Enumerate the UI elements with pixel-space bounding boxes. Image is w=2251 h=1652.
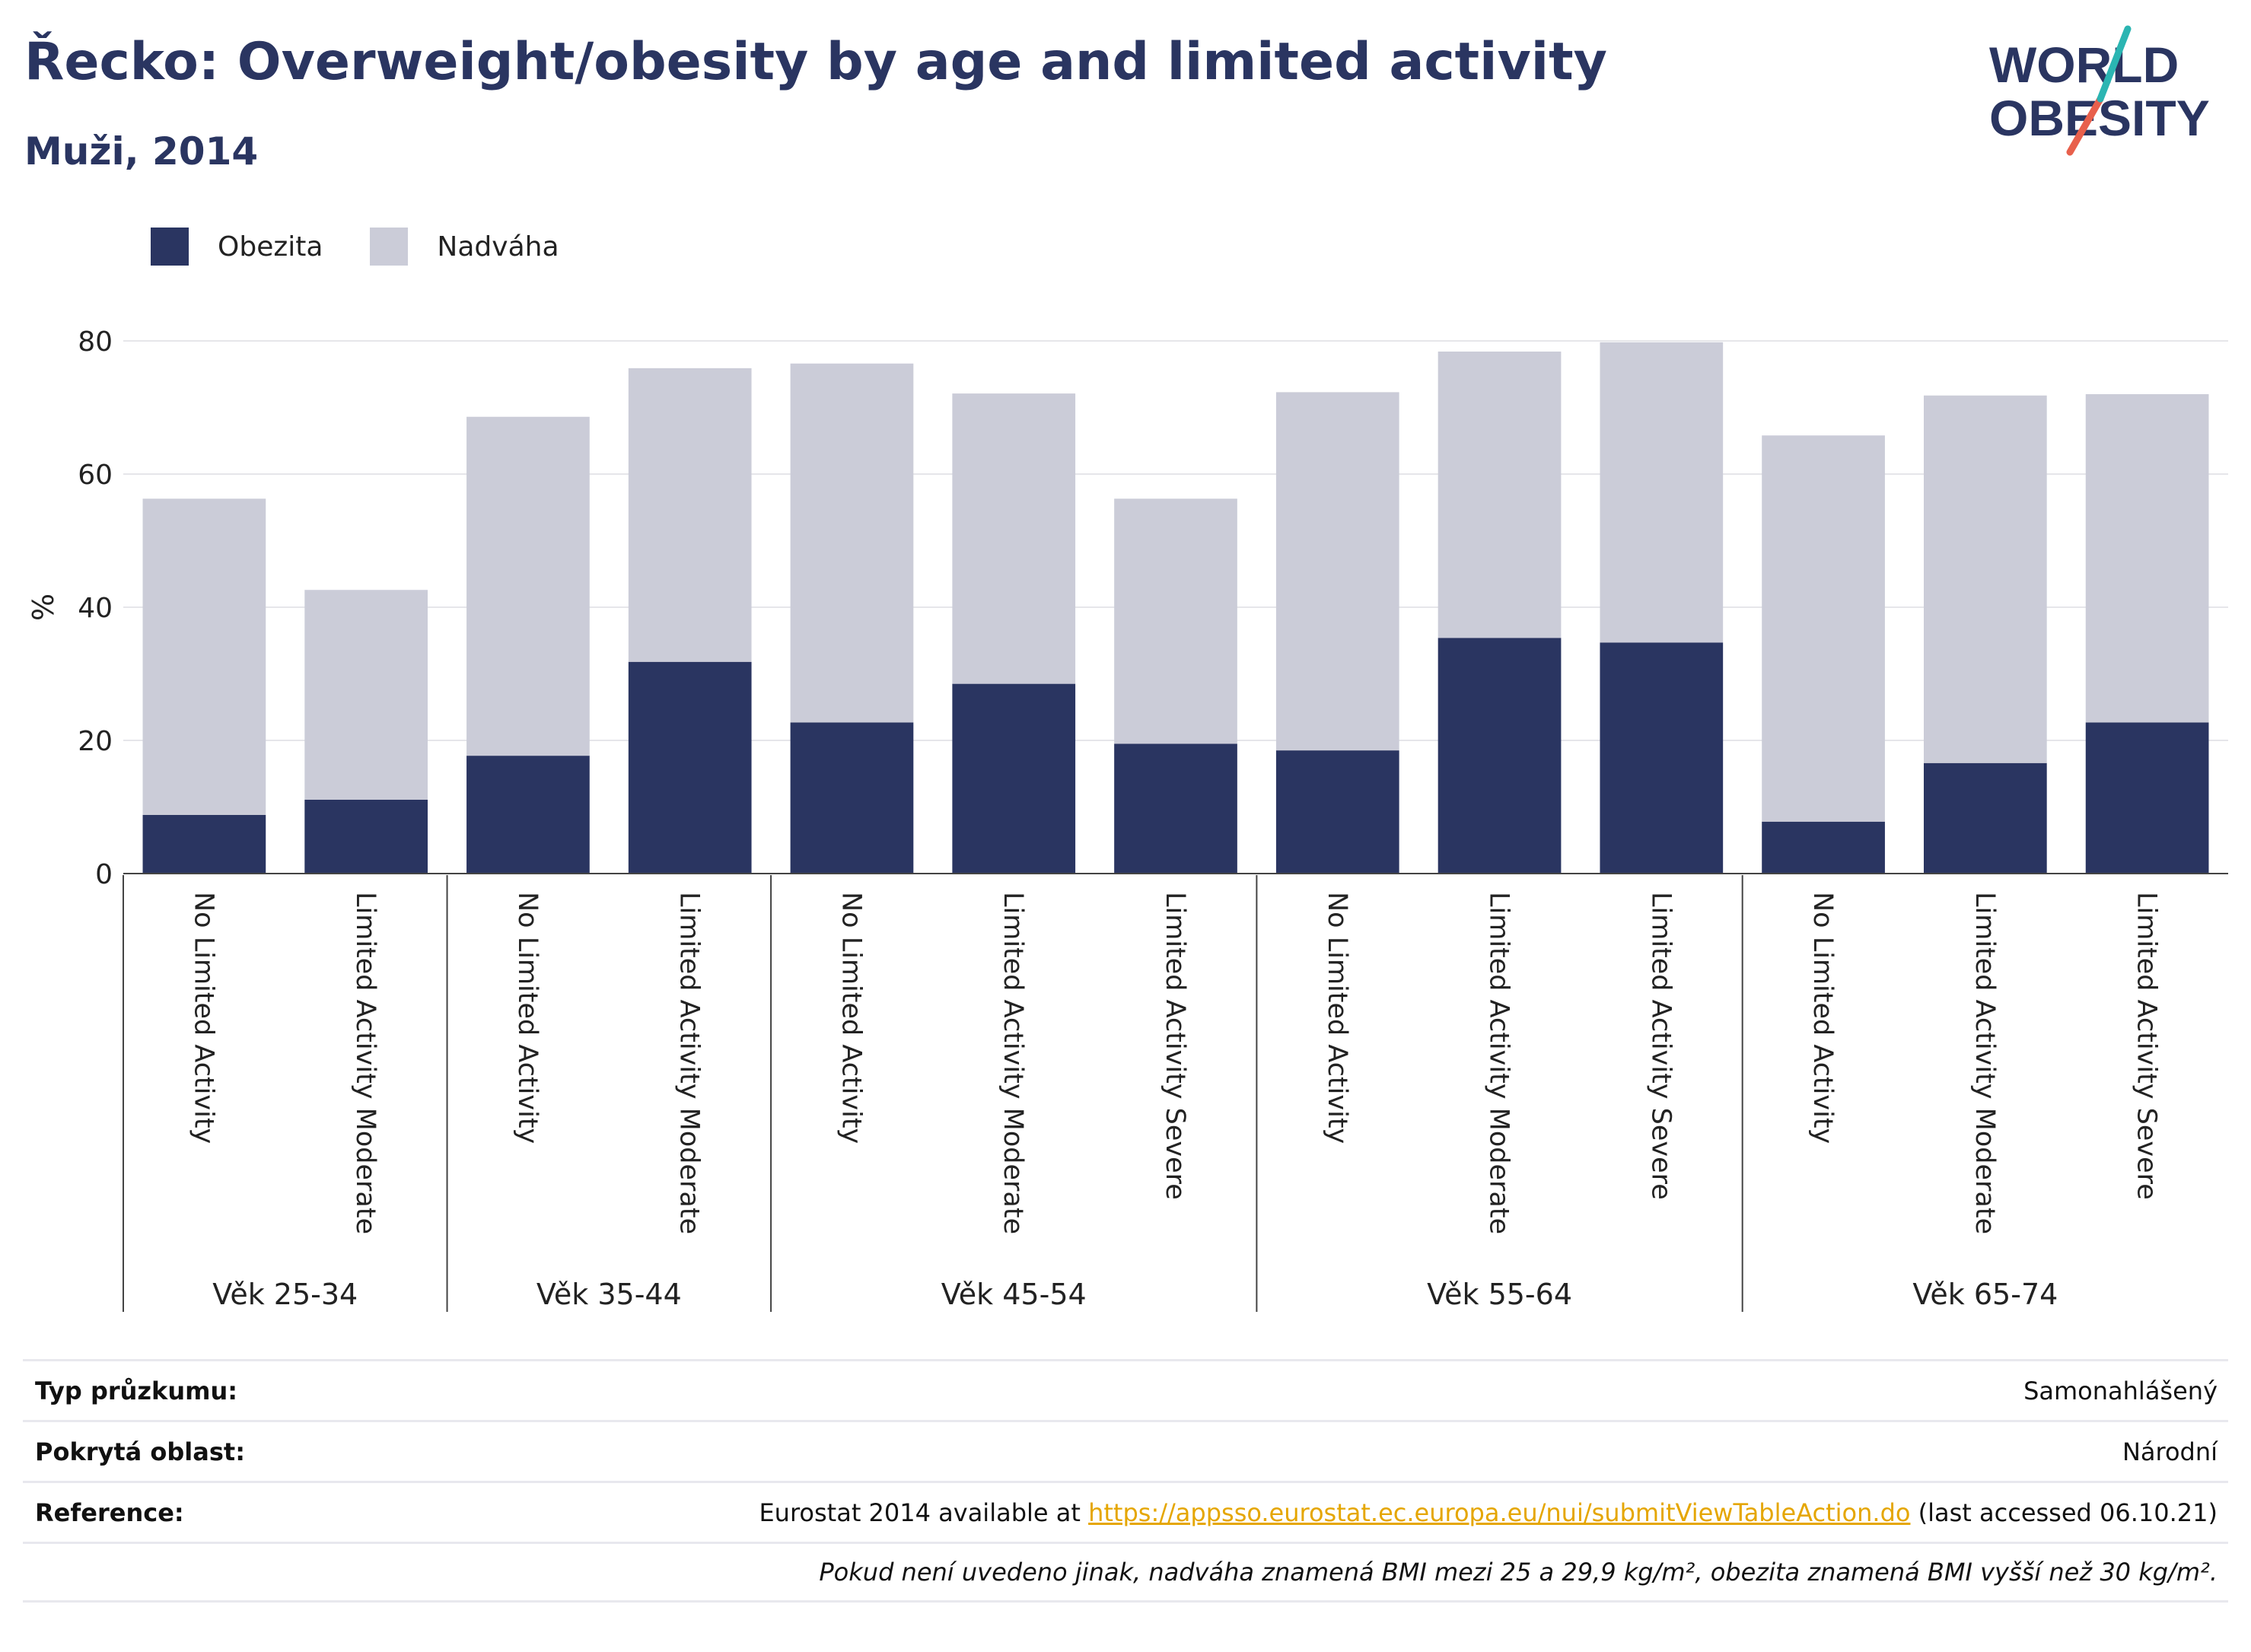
bar-obezita <box>1114 743 1237 874</box>
category-label: No Limited Activity <box>1807 892 1838 1144</box>
bar-obezita <box>1275 750 1399 874</box>
category-label: No Limited Activity <box>188 892 218 1144</box>
reference-link[interactable]: https://appsso.eurostat.ec.europa.eu/nui… <box>1088 1498 1911 1527</box>
bar-nadvaha <box>142 498 266 815</box>
bar-obezita <box>1762 821 1885 874</box>
info-row-survey-type: Typ průzkumu: Samonahlášený <box>23 1359 2228 1420</box>
category-label: No Limited Activity <box>512 892 543 1144</box>
bar-obezita <box>628 661 752 874</box>
legend-item-nadvaha: Nadváha <box>370 228 559 266</box>
category-label: No Limited Activity <box>1322 892 1352 1144</box>
bar-nadvaha <box>304 590 428 800</box>
category-label: No Limited Activity <box>836 892 866 1144</box>
legend-label-nadvaha: Nadváha <box>437 231 559 263</box>
bar-obezita <box>304 799 428 874</box>
bar-nadvaha <box>1438 352 1562 638</box>
category-label: Limited Activity Moderate <box>674 892 705 1234</box>
bar-obezita <box>1923 762 2047 874</box>
legend-item-obezita: Obezita <box>151 228 323 266</box>
info-row-reference: Reference: Eurostat 2014 available at ht… <box>23 1481 2228 1542</box>
bar-nadvaha <box>952 393 1076 684</box>
world-obesity-logo: WORLD OBESITY <box>1989 25 2210 156</box>
bar-obezita <box>466 756 590 874</box>
info-label: Typ průzkumu: <box>35 1376 238 1405</box>
page-title: Řecko: Overweight/obesity by age and lim… <box>24 32 1607 92</box>
y-tick-label: 20 <box>78 726 113 757</box>
bar-obezita <box>142 815 266 874</box>
category-label: Limited Activity Severe <box>1160 892 1190 1200</box>
chart-legend: Obezita Nadváha <box>151 225 607 268</box>
y-axis-label: % <box>27 594 60 621</box>
y-tick-label: 0 <box>95 859 113 890</box>
group-label: Věk 35-44 <box>536 1278 682 1311</box>
bar-nadvaha <box>628 368 752 662</box>
legend-label-obezita: Obezita <box>218 231 323 263</box>
info-label: Reference: <box>35 1498 184 1527</box>
logo-line1: WORLD <box>1989 37 2179 93</box>
legend-swatch-obezita <box>151 228 189 266</box>
bar-obezita <box>952 683 1076 874</box>
bar-nadvaha <box>2085 394 2209 723</box>
bar-nadvaha <box>1762 435 1885 822</box>
bar-obezita <box>790 722 914 874</box>
group-label: Věk 65-74 <box>1912 1278 2058 1311</box>
reference-value: Eurostat 2014 available at https://appss… <box>759 1498 2218 1527</box>
bmi-note: Pokud není uvedeno jinak, nadváha znamen… <box>819 1558 2218 1587</box>
y-tick-label: 40 <box>78 593 113 624</box>
info-row-coverage: Pokrytá oblast: Národní <box>23 1420 2228 1481</box>
group-label: Věk 55-64 <box>1427 1278 1572 1311</box>
category-label: Limited Activity Moderate <box>350 892 380 1234</box>
category-label: Limited Activity Moderate <box>998 892 1028 1234</box>
info-value: Samonahlášený <box>2023 1376 2218 1405</box>
legend-swatch-nadvaha <box>370 228 409 266</box>
category-label: Limited Activity Severe <box>1645 892 1676 1200</box>
bar-nadvaha <box>1114 498 1237 744</box>
page-subtitle: Muži, 2014 <box>24 129 259 173</box>
info-row-note: Pokud není uvedeno jinak, nadváha znamen… <box>23 1542 2228 1603</box>
y-tick-label: 60 <box>78 460 113 491</box>
group-label: Věk 25-34 <box>212 1278 358 1311</box>
category-label: Limited Activity Severe <box>2132 892 2162 1200</box>
bar-nadvaha <box>790 363 914 723</box>
bar-obezita <box>1600 642 1724 874</box>
bar-nadvaha <box>466 416 590 756</box>
reference-suffix: (last accessed 06.10.21) <box>1910 1498 2218 1527</box>
bar-nadvaha <box>1923 395 2047 763</box>
stacked-bar-chart: 0 20 40 60 80% No Limited Activity Limited Act… <box>27 326 2228 1312</box>
bar-nadvaha <box>1600 342 1724 643</box>
reference-prefix: Eurostat 2014 available at <box>759 1498 1089 1527</box>
category-label: Limited Activity Moderate <box>1969 892 2000 1234</box>
bar-nadvaha <box>1275 392 1399 751</box>
info-table: Typ průzkumu: Samonahlášený Pokrytá obla… <box>23 1359 2228 1603</box>
info-label: Pokrytá oblast: <box>35 1437 245 1466</box>
y-tick-label: 80 <box>78 326 113 358</box>
bar-obezita <box>1438 638 1562 874</box>
info-value: Národní <box>2122 1437 2218 1466</box>
category-label: Limited Activity Moderate <box>1484 892 1514 1234</box>
bar-obezita <box>2085 722 2209 874</box>
group-label: Věk 45-54 <box>941 1278 1087 1311</box>
